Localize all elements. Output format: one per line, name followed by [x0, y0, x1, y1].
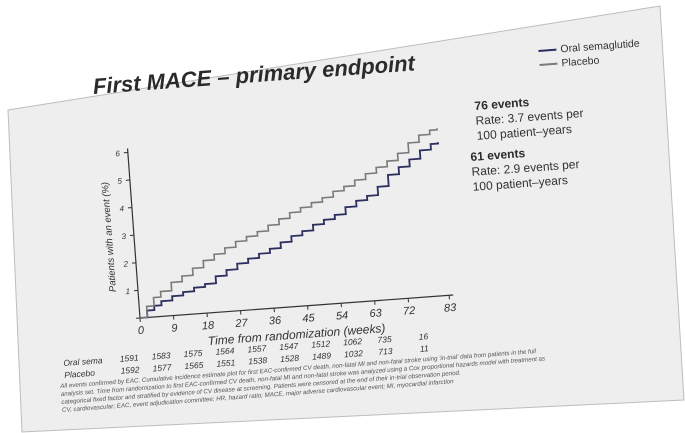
- risk-cell: 1564: [215, 345, 235, 357]
- x-tick-label: 54: [336, 310, 349, 323]
- x-tick-label: 18: [201, 320, 215, 333]
- series-line-oral-semaglutide: [139, 142, 439, 319]
- risk-cell: 1032: [343, 348, 364, 360]
- y-tick-label: 6: [115, 149, 121, 158]
- risk-cell: 1528: [279, 352, 300, 365]
- x-tick-label: 72: [403, 305, 416, 318]
- x-axis: [139, 294, 454, 319]
- x-tick-label: 63: [369, 307, 383, 320]
- risk-cell: 1489: [311, 350, 332, 362]
- risk-cell: 1577: [152, 362, 172, 374]
- risk-cell: 11: [419, 343, 430, 354]
- risk-cell: 1557: [247, 343, 267, 355]
- x-tick-label: 83: [444, 302, 458, 315]
- y-tick-label: 4: [119, 204, 125, 213]
- risk-cell: 713: [377, 345, 393, 357]
- risk-label-sema: Oral sema: [63, 355, 103, 368]
- risk-cell: 1512: [310, 338, 331, 350]
- risk-cell: 1547: [278, 340, 299, 353]
- y-tick-label: 1: [125, 287, 130, 296]
- y-tick-label: 3: [121, 232, 127, 241]
- x-tick-label: 0: [137, 325, 145, 337]
- risk-cell: 1592: [120, 364, 140, 376]
- risk-cell: 735: [377, 333, 392, 345]
- series-line-placebo: [139, 128, 438, 319]
- x-tick-label: 27: [234, 317, 249, 330]
- risk-cell: 1575: [183, 347, 203, 360]
- risk-cell: 1538: [247, 355, 268, 367]
- risk-cell: 1062: [342, 336, 363, 348]
- y-tick-label: 2: [122, 259, 129, 268]
- risk-cell: 1551: [216, 357, 236, 369]
- x-tick-label: 36: [269, 315, 283, 328]
- risk-cell: 1591: [119, 352, 139, 364]
- risk-cell: 16: [418, 331, 429, 342]
- x-tick-label: 45: [302, 312, 316, 325]
- risk-cell: 1583: [151, 350, 171, 362]
- y-axis: [126, 148, 141, 319]
- risk-cell: 1565: [184, 359, 204, 372]
- x-tick-label: 9: [171, 322, 178, 334]
- risk-label-placebo: Placebo: [63, 367, 96, 380]
- y-tick-label: 5: [117, 177, 123, 186]
- y-axis-label: Patients with an event (%): [100, 182, 119, 293]
